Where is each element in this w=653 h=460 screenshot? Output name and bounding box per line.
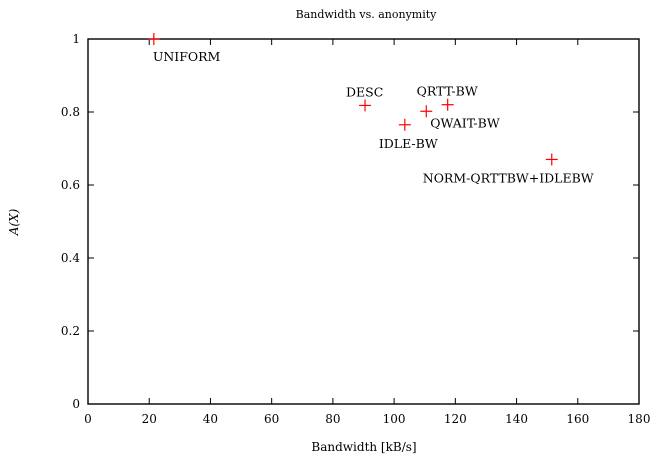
y-tick-label: 0.2 (61, 324, 80, 338)
data-point-label: UNIFORM (153, 49, 221, 64)
chart-title: Bandwidth vs. anonymity (296, 8, 438, 21)
x-axis-label: Bandwidth [kB/s] (311, 440, 416, 454)
data-point-label: DESC (346, 84, 383, 99)
x-tick-label: 120 (444, 412, 467, 426)
data-point-label: QRTT-BW (417, 84, 478, 99)
y-axis-label: A(X) (7, 208, 21, 236)
plot-area: 0 20 40 60 80 100 120 140 160 180 0 0.2 0.4 0.6 0.8 1 UN… (61, 32, 651, 426)
plot-frame (87, 38, 640, 405)
y-tick-label: 0.4 (61, 251, 80, 265)
data-point-label: NORM-QRTTBW+IDLEBW (423, 170, 594, 185)
y-tick-label: 0 (72, 397, 80, 411)
x-tick-label: 60 (264, 412, 279, 426)
y-tick-label: 0.8 (61, 105, 80, 119)
x-tick-label: 0 (84, 412, 92, 426)
x-tick-label: 140 (505, 412, 528, 426)
x-tick-label: 100 (383, 412, 406, 426)
x-tick-label: 80 (325, 412, 340, 426)
x-tick-label: 40 (203, 412, 218, 426)
y-tick-label: 0.6 (61, 178, 80, 192)
x-tick-label: 180 (628, 412, 651, 426)
y-tick-label: 1 (72, 32, 80, 46)
data-point-label: IDLE-BW (379, 136, 438, 151)
x-tick-label: 20 (142, 412, 157, 426)
data-point-label: QWAIT-BW (430, 115, 500, 130)
x-tick-label: 160 (566, 412, 589, 426)
